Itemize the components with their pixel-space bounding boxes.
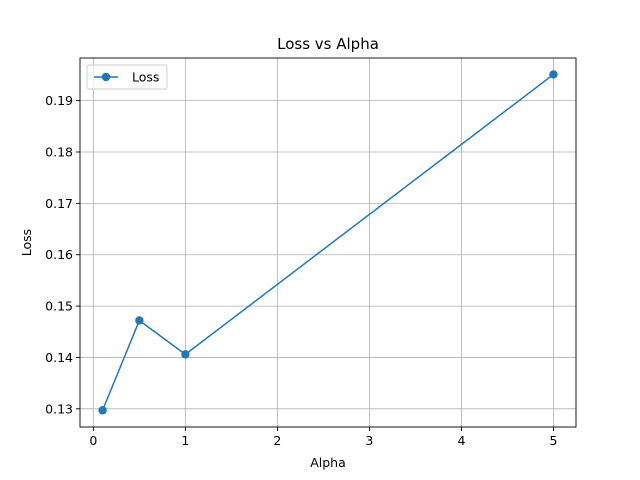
y-tick-label: 0.13	[45, 401, 73, 416]
y-tick-label: 0.17	[45, 196, 73, 211]
series-line-loss	[101, 73, 554, 411]
x-tick-label: 0	[89, 433, 97, 448]
data-point	[549, 70, 558, 79]
x-tick-label: 1	[181, 433, 189, 448]
y-tick-label: 0.15	[45, 299, 73, 314]
legend-marker-swatch	[101, 72, 111, 82]
legend-box	[86, 64, 168, 90]
y-tick-label: 0.14	[45, 350, 73, 365]
chart-title: Loss vs Alpha	[277, 35, 379, 53]
y-axis-label: Loss	[19, 229, 34, 256]
x-tick-label: 2	[273, 433, 281, 448]
series-layer	[98, 70, 558, 415]
data-point	[98, 406, 107, 415]
legend-label: Loss	[132, 70, 159, 85]
axis-ticks: 0 1 2 3 4 5 0.13 0.14 0.15 0.16 0.17 0.18 0.19	[45, 93, 557, 448]
data-point	[181, 350, 190, 359]
y-tick-label: 0.19	[45, 93, 73, 108]
grid-lines	[80, 58, 576, 427]
y-tick-label: 0.16	[45, 247, 73, 262]
x-tick-label: 4	[457, 433, 465, 448]
x-tick-label: 3	[365, 433, 373, 448]
y-tick-label: 0.18	[45, 144, 73, 159]
data-point	[135, 316, 144, 325]
x-axis-label: Alpha	[310, 455, 346, 470]
plot-frame	[79, 57, 577, 428]
x-tick-label: 5	[549, 433, 557, 448]
legend: Loss	[86, 64, 168, 90]
